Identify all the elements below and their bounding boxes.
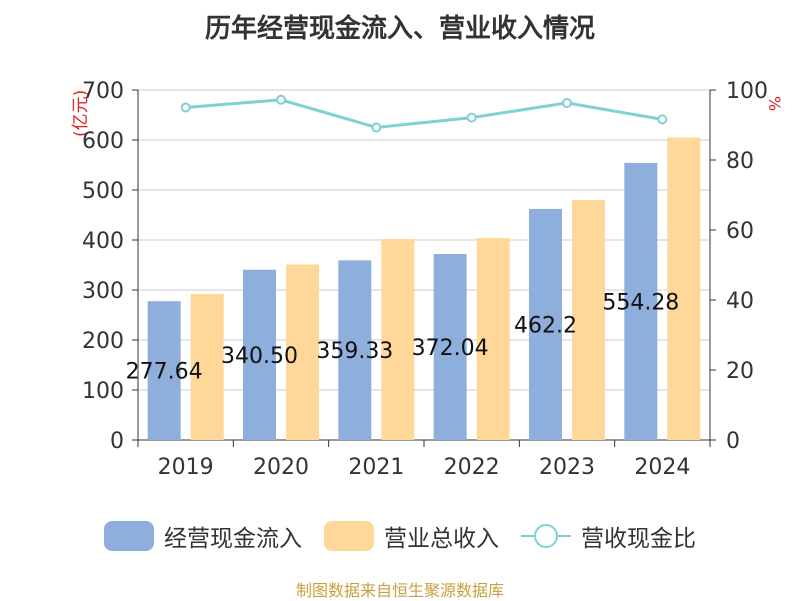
bar-cash-inflow	[529, 208, 562, 440]
y-right-tick-label: 40	[726, 289, 754, 314]
y-left-tick-label: 0	[110, 429, 124, 454]
legend-item-cash-inflow[interactable]: 经营现金流入	[104, 519, 302, 553]
data-label-cash-inflow: 340.50	[221, 344, 298, 369]
x-tick-label: 2019	[158, 455, 214, 480]
data-label-cash-inflow: 359.33	[316, 339, 393, 364]
x-tick-label: 2021	[348, 455, 404, 480]
data-label-cash-inflow: 372.04	[412, 336, 489, 361]
data-label-cash-inflow: 554.28	[602, 290, 679, 315]
bar-cash-inflow	[338, 260, 372, 440]
point-ratio	[371, 122, 382, 133]
bar-revenue	[286, 264, 319, 440]
legend-item-revenue[interactable]: 营业总收入	[324, 519, 499, 553]
legend-label-cash-inflow: 经营现金流入	[164, 526, 302, 552]
line-ratio	[185, 98, 663, 129]
y-right-tick-label: 80	[726, 149, 754, 174]
point-ratio	[466, 112, 477, 123]
bar-revenue	[190, 294, 224, 440]
y-left-tick-label: 600	[82, 129, 124, 154]
y-right-tick-label: 20	[726, 359, 754, 384]
y-left-tick-label: 400	[82, 229, 124, 254]
bar-revenue	[476, 238, 510, 440]
bar-cash-inflow	[624, 162, 658, 441]
bar-revenue	[381, 239, 415, 440]
legend-item-ratio[interactable]: 营收现金比	[521, 519, 696, 553]
y-left-tick-label: 700	[82, 79, 124, 104]
chart-title: 历年经营现金流入、营业收入情况	[204, 14, 595, 44]
x-tick-label: 2023	[539, 455, 595, 480]
point-ratio	[180, 102, 191, 113]
source-note: 制图数据来自恒生聚源数据库	[295, 581, 504, 600]
legend-swatch-revenue	[324, 521, 374, 551]
point-ratio	[562, 97, 572, 108]
legend-swatch-ratio	[521, 521, 571, 551]
y-right-tick-label: 0	[726, 429, 740, 454]
x-tick-label: 2024	[634, 455, 690, 480]
chart-legend: 经营现金流入 营业总收入 营收现金比	[0, 516, 800, 556]
point-ratio	[276, 94, 286, 105]
legend-label-revenue: 营业总收入	[384, 526, 499, 552]
legend-swatch-cash-inflow	[104, 521, 154, 551]
x-tick-label: 2020	[253, 455, 309, 480]
bar-revenue	[667, 137, 701, 440]
data-label-cash-inflow: 277.64	[126, 360, 203, 385]
legend-marker-circle	[534, 524, 558, 548]
y-left-tick-label: 300	[82, 279, 124, 304]
y-right-tick-label: 100	[726, 79, 768, 104]
y-right-tick-label: 60	[726, 219, 754, 244]
x-tick-label: 2022	[444, 455, 500, 480]
bar-cash-inflow	[147, 301, 181, 440]
bar-cash-inflow	[243, 269, 276, 440]
y-left-tick-label: 200	[82, 329, 124, 354]
point-ratio	[657, 114, 668, 125]
legend-label-ratio: 营收现金比	[581, 526, 696, 552]
bar-revenue	[572, 200, 605, 440]
data-label-cash-inflow: 462.2	[514, 313, 577, 338]
bar-cash-inflow	[433, 253, 467, 440]
y-left-tick-label: 500	[82, 179, 124, 204]
y-left-tick-label: 100	[82, 379, 124, 404]
